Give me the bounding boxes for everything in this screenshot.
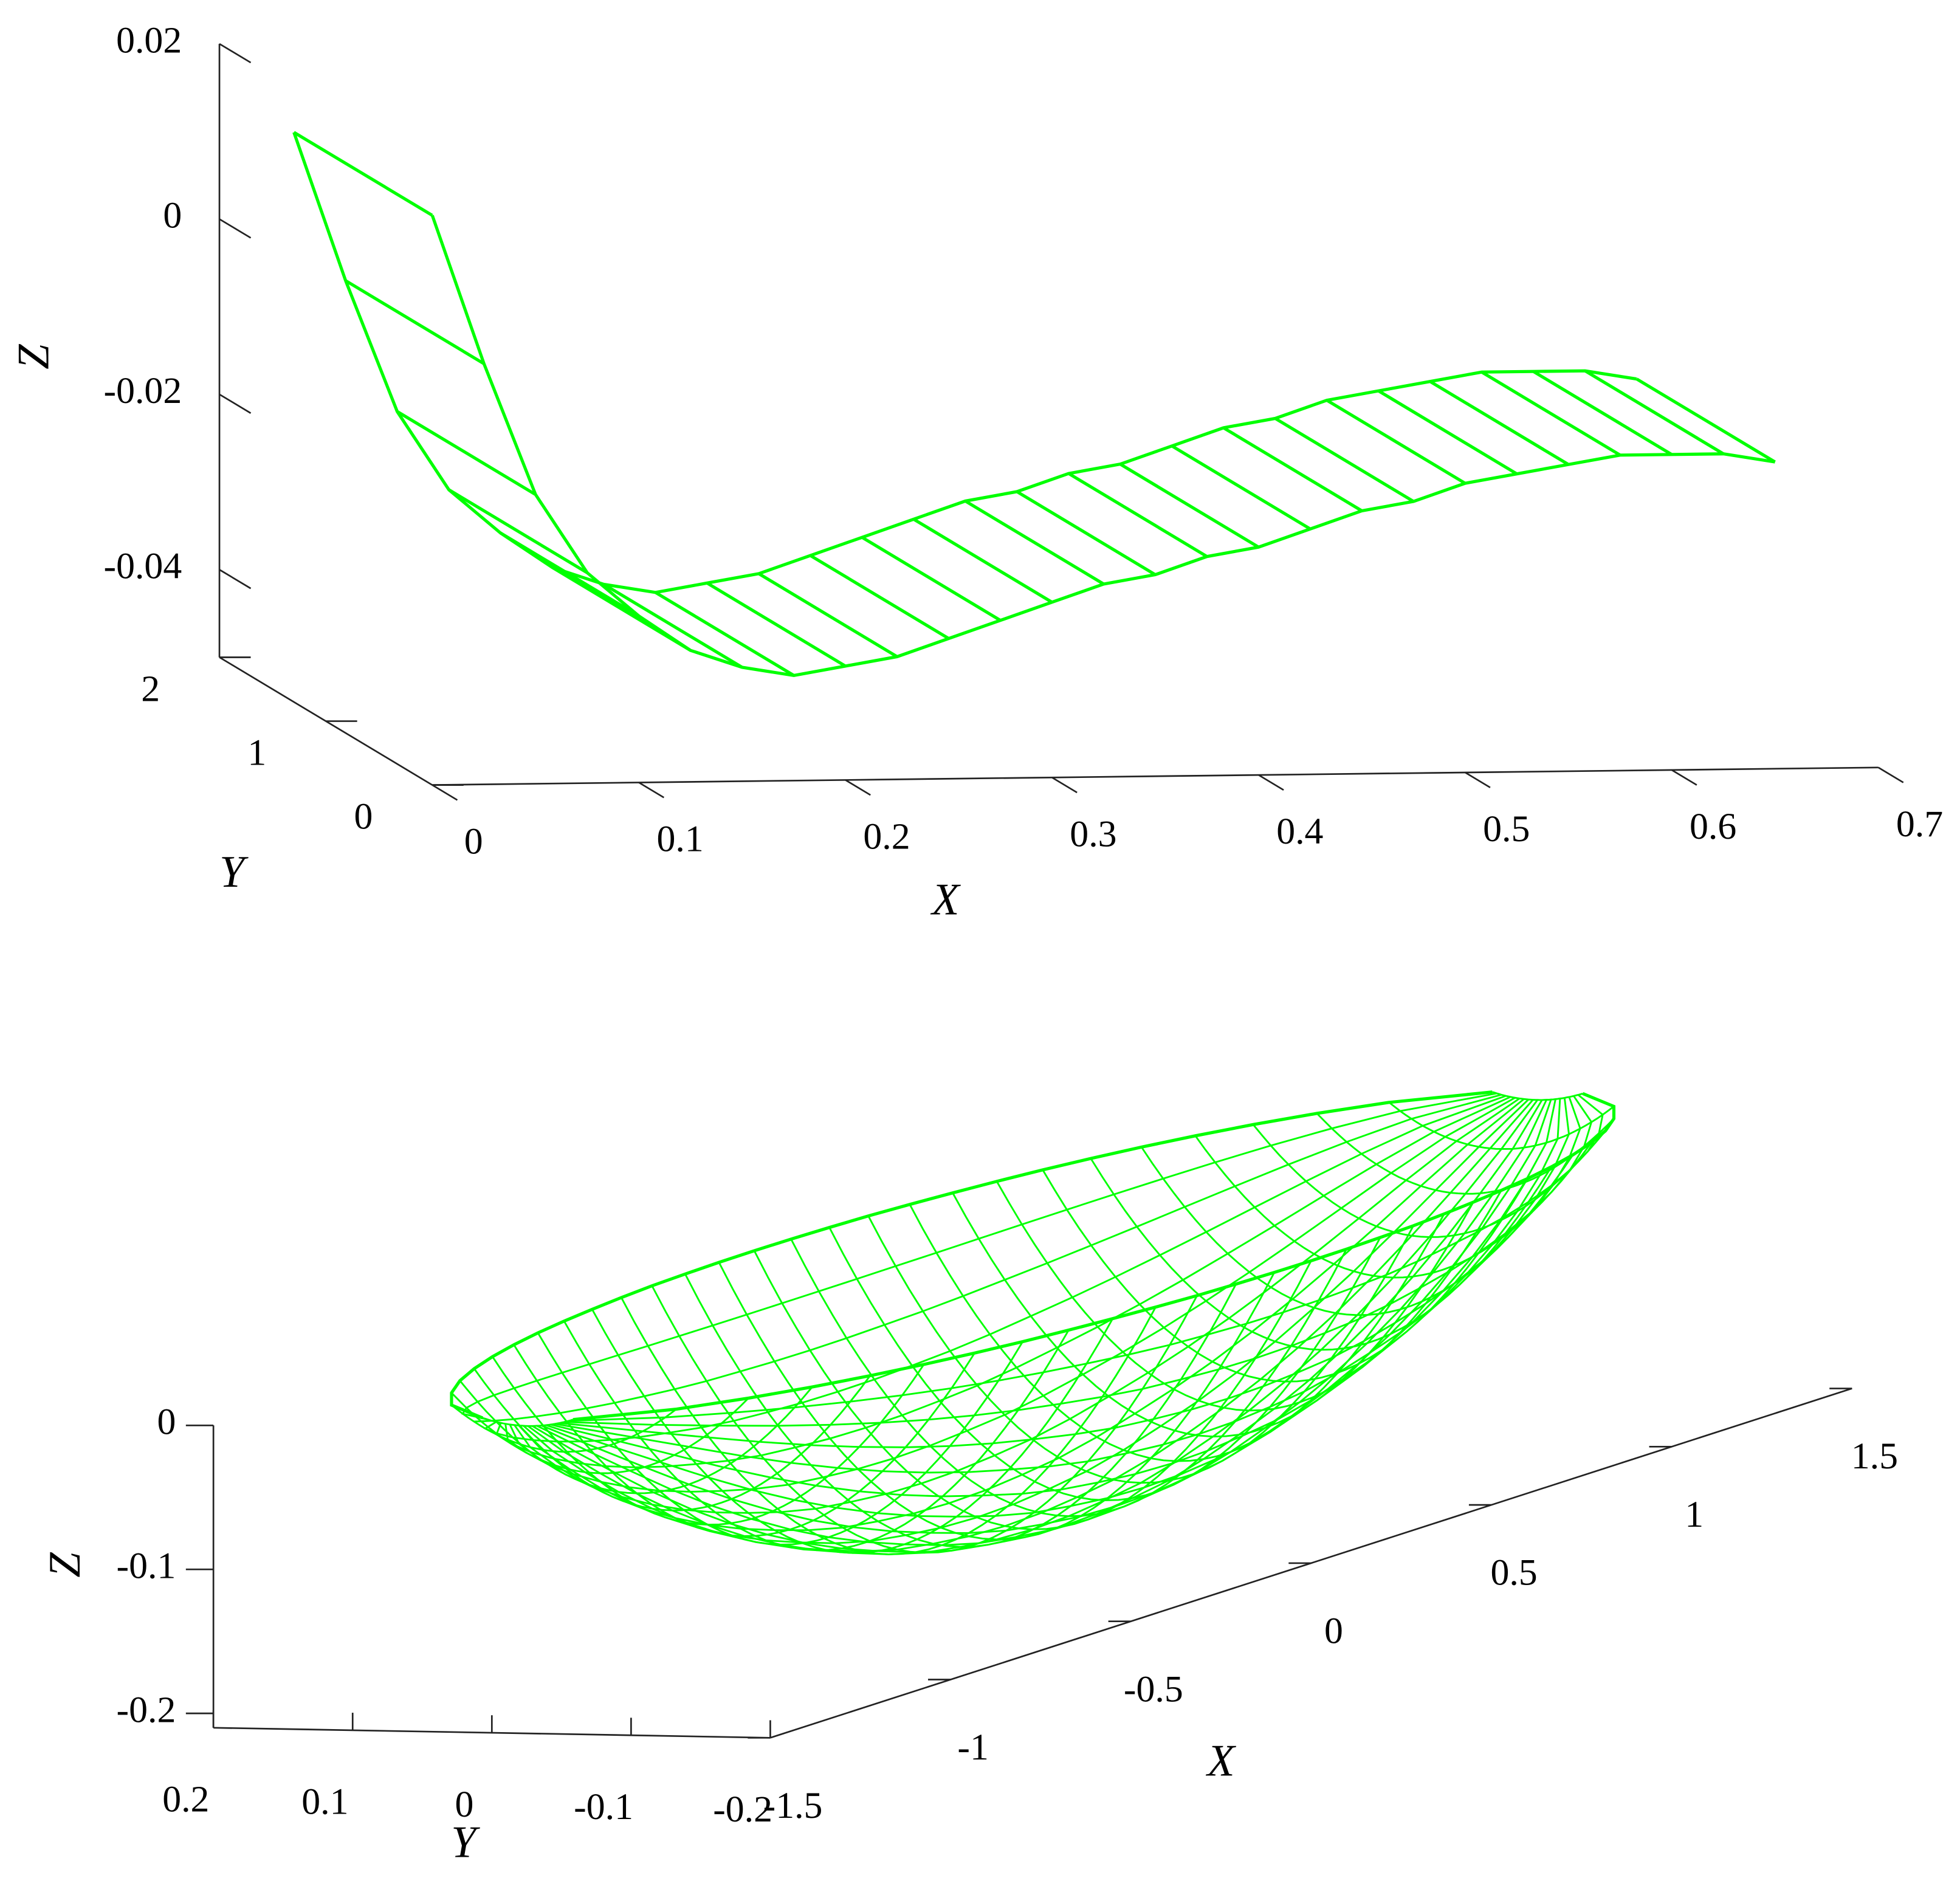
ribbon-line — [1119, 463, 1260, 549]
y-tick-label: 0 — [455, 1784, 474, 1825]
y-tick-label: 1 — [247, 732, 266, 773]
x-tick — [1051, 777, 1078, 794]
ribbon-line — [706, 582, 847, 668]
ribbon-line — [655, 591, 795, 677]
x-tick-label: 0.5 — [1483, 808, 1530, 850]
z-tick-label: -0.02 — [104, 370, 182, 411]
bowl-line — [554, 1098, 1570, 1474]
bowl-line — [532, 1099, 1543, 1553]
ribbon-line — [293, 131, 433, 217]
ribbon-line — [1068, 472, 1208, 558]
x-axis — [432, 766, 1879, 786]
z-tick-label: -0.1 — [117, 1545, 176, 1586]
ribbon-line — [1584, 369, 1725, 455]
x-tick-label: 0 — [464, 821, 483, 862]
bowl-line — [545, 1099, 1556, 1518]
x-tick-label: 0 — [1324, 1611, 1343, 1652]
ribbon-line — [965, 500, 1105, 586]
x-tick-label: 0.5 — [1490, 1552, 1537, 1594]
bowl-line — [568, 1094, 1604, 1422]
x-tick-label: 1.5 — [1851, 1436, 1898, 1477]
z-tick — [219, 393, 252, 414]
ribbon-line — [758, 572, 898, 658]
x-axis-label: X — [1205, 1736, 1236, 1786]
ribbon-line — [1274, 417, 1415, 503]
x-tick-label: -0.5 — [1124, 1668, 1183, 1710]
ribbon-line — [1016, 490, 1157, 576]
ribbon-line — [396, 410, 537, 496]
z-tick — [219, 569, 252, 590]
y-axis-label: Y — [451, 1818, 480, 1868]
ribbon-edge — [430, 215, 1776, 677]
ribbon-line — [1480, 371, 1621, 457]
z-axis-label: Z — [40, 1552, 90, 1578]
cross-section — [1090, 1158, 1553, 1351]
ribbon-edge — [292, 131, 1637, 594]
x-tick-label: 0.2 — [863, 816, 910, 857]
ribbon-line — [345, 279, 485, 365]
y-tick-label: 2 — [141, 668, 160, 709]
ribbon-line — [861, 535, 1002, 622]
ribbon-line — [1429, 380, 1570, 466]
x-tick — [1877, 766, 1904, 783]
x-tick-label: 1 — [1685, 1494, 1704, 1535]
y-tick-label: -0.2 — [713, 1789, 772, 1830]
bowl-line — [527, 1099, 1538, 1555]
y-axis-label: Y — [219, 847, 249, 897]
cross-section — [828, 1226, 1381, 1501]
bowl-line — [473, 1093, 1502, 1423]
x-tick-label: 0.1 — [657, 819, 704, 860]
z-tick-label: 0 — [163, 195, 182, 236]
x-tick — [845, 779, 871, 796]
x-tick — [1465, 771, 1491, 788]
bowl-line — [514, 1098, 1525, 1532]
x-tick-label: 0.4 — [1276, 811, 1323, 852]
x-axis-label: X — [930, 875, 961, 924]
x-tick-label: 0.7 — [1896, 803, 1943, 845]
ribbon-line — [1326, 399, 1467, 485]
bowl-line — [536, 1099, 1547, 1546]
x-tick-label: -1 — [957, 1727, 988, 1768]
bowl-line — [483, 1095, 1507, 1443]
z-tick-label: 0 — [157, 1401, 176, 1442]
ribbon-line — [912, 518, 1053, 604]
bowl-line — [450, 1090, 1493, 1420]
z-axis-label: Z — [9, 344, 58, 370]
x-tick — [1258, 774, 1284, 791]
y-tick-label: 0 — [354, 796, 373, 837]
y-tick-label: -0.1 — [574, 1786, 633, 1828]
ribbon-line — [1222, 426, 1363, 512]
z-tick-label: 0.02 — [116, 19, 182, 61]
ribbon-line — [603, 583, 743, 669]
ribbon-line — [1171, 444, 1312, 531]
x-tick-label: 0.6 — [1690, 806, 1736, 847]
bowl-line — [495, 1096, 1511, 1468]
bowl-line — [504, 1096, 1516, 1493]
bowl-line — [461, 1092, 1498, 1420]
z-tick-label: -0.2 — [117, 1689, 176, 1730]
ribbon-line — [810, 554, 950, 640]
y-tick-label: 0.2 — [162, 1779, 209, 1820]
z-tick — [219, 218, 252, 239]
x-tick — [638, 782, 665, 799]
bowl-line — [509, 1098, 1520, 1514]
bowl-line — [559, 1096, 1581, 1448]
ribbon-line — [448, 488, 588, 574]
x-tick — [1671, 769, 1697, 786]
x-tick-label: -1.5 — [763, 1785, 823, 1826]
y-tick-label: 0.1 — [301, 1781, 348, 1823]
x-tick-label: 0.3 — [1070, 813, 1116, 855]
bowl-line — [573, 1092, 1616, 1422]
z-tick — [219, 43, 252, 64]
ribbon-line — [1635, 377, 1776, 464]
z-tick-label: -0.04 — [104, 545, 182, 586]
x-tick — [432, 784, 458, 801]
ribbon-line — [1377, 389, 1518, 475]
ribbon-line — [1532, 370, 1673, 456]
bowl-line — [518, 1099, 1529, 1544]
